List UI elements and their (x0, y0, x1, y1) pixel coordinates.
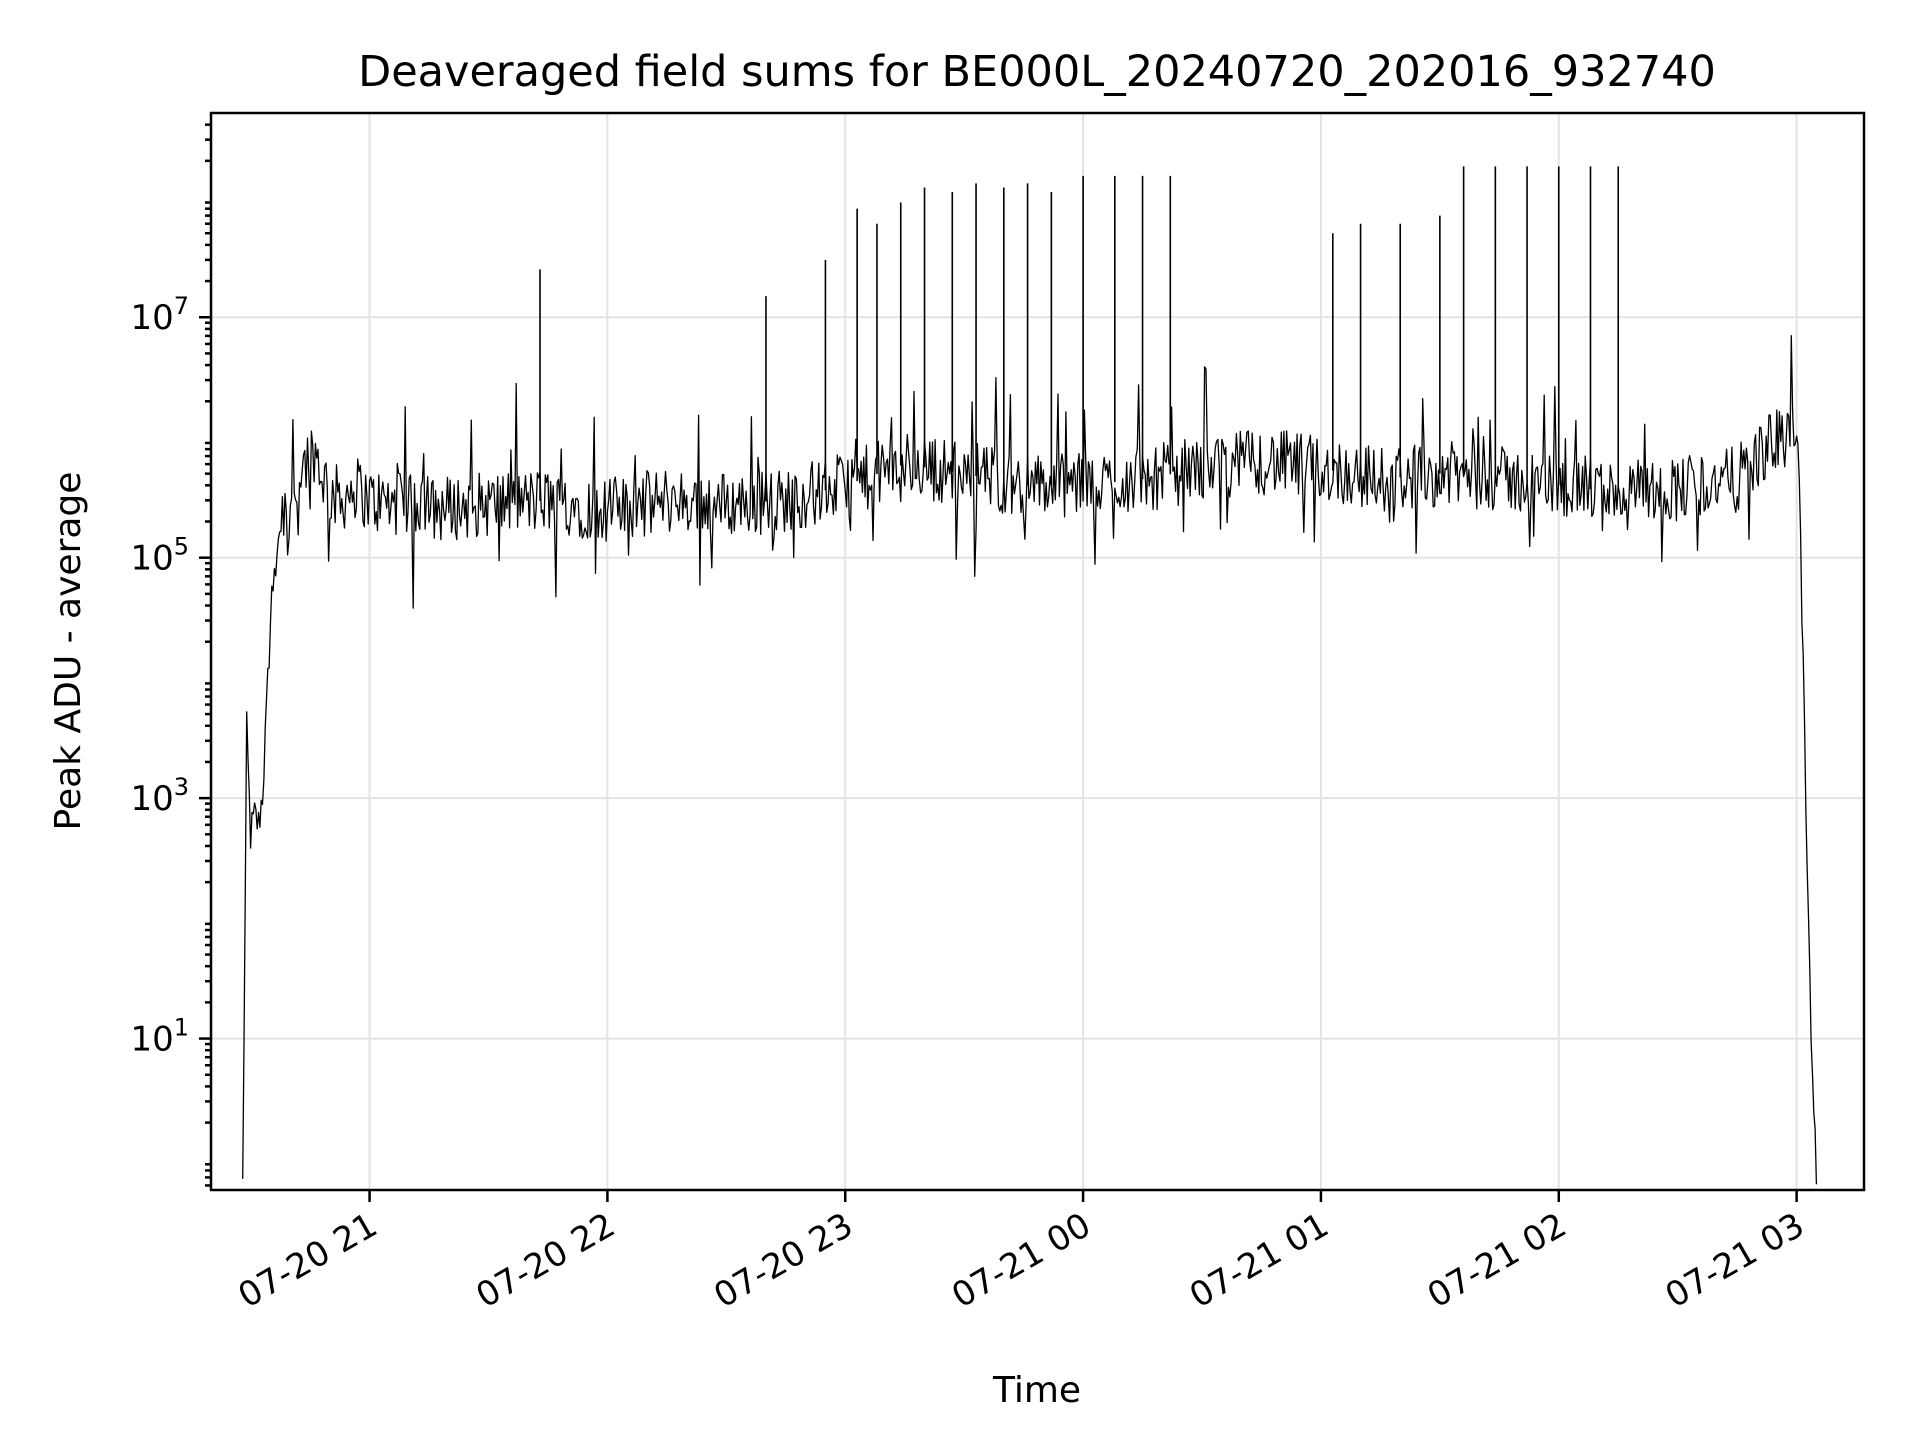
y-tick-label: 105 (130, 533, 189, 579)
x-axis: 07-20 21 07-20 22 07-20 23 07-21 00 07-21 01… (232, 1190, 1811, 1316)
x-tick-label: 07-21 00 (945, 1205, 1097, 1316)
y-axis-label: Peak ADU - average (48, 472, 89, 831)
grid (211, 113, 1864, 1190)
x-tick-label: 07-21 03 (1659, 1205, 1811, 1316)
series-line (242, 335, 1818, 1185)
y-tick-label: 107 (130, 292, 189, 338)
chart-title: Deaveraged field sums for BE000L_2024072… (358, 47, 1716, 97)
x-tick-label: 07-21 01 (1183, 1205, 1335, 1316)
x-tick-label: 07-20 23 (707, 1205, 859, 1316)
x-tick-label: 07-20 22 (470, 1205, 622, 1316)
plot-frame (209, 111, 1866, 1192)
y-axis: 101 103 105 107 (130, 123, 211, 1187)
x-axis-label: Time (992, 1370, 1081, 1411)
x-tick-label: 07-21 02 (1421, 1205, 1573, 1316)
y-tick-label: 103 (130, 773, 189, 819)
plot-series (242, 166, 1818, 1185)
x-tick-label: 07-20 21 (232, 1205, 384, 1316)
y-tick-label: 101 (130, 1014, 189, 1060)
